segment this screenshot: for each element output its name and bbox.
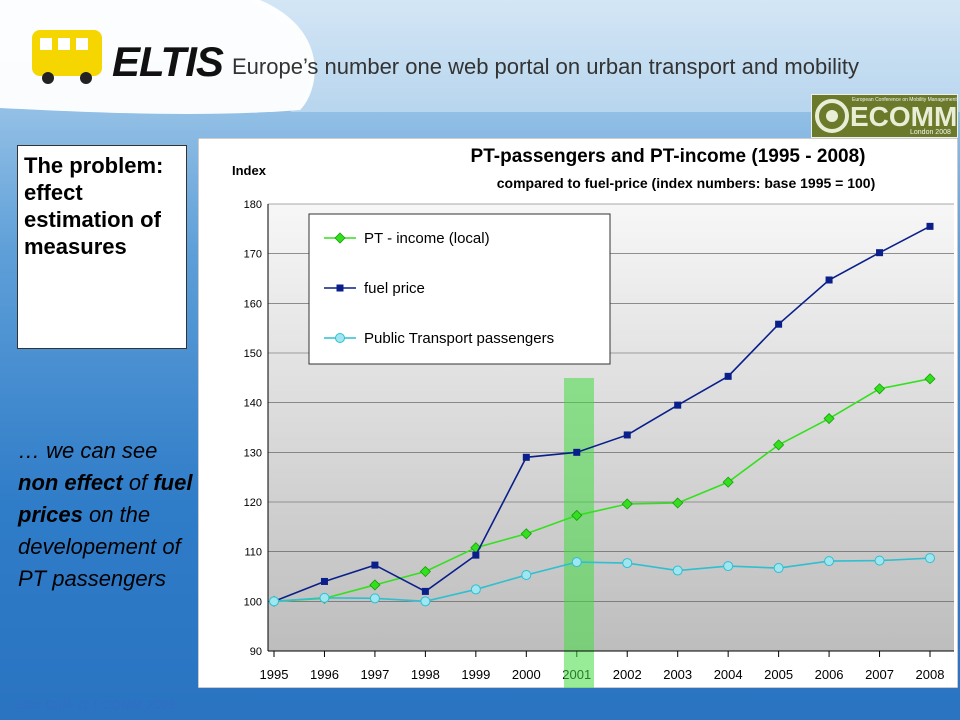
marker xyxy=(926,222,934,230)
x-tick-label: 1999 xyxy=(461,667,490,682)
marker xyxy=(269,596,279,607)
marker xyxy=(470,584,481,595)
badge-name: ECOMM xyxy=(850,101,958,132)
marker xyxy=(773,563,784,574)
chart-subtitle: compared to fuel-price (index numbers: b… xyxy=(497,175,876,191)
marker xyxy=(420,596,431,607)
y-tick-label: 100 xyxy=(244,596,262,608)
marker xyxy=(773,439,785,451)
marker xyxy=(571,557,582,568)
marker xyxy=(336,284,344,292)
note-segment: non effect xyxy=(18,470,123,495)
marker xyxy=(520,528,532,540)
marker xyxy=(369,593,380,604)
marker xyxy=(521,570,532,581)
y-tick-label: 110 xyxy=(244,547,262,559)
marker xyxy=(334,232,346,244)
x-tick-label: 2004 xyxy=(714,667,743,682)
marker xyxy=(623,431,631,439)
marker xyxy=(522,453,530,461)
marker xyxy=(924,373,936,385)
marker xyxy=(573,448,581,456)
x-tick-label: 2003 xyxy=(663,667,692,682)
marker xyxy=(421,587,429,595)
y-tick-label: 140 xyxy=(244,398,262,410)
badge-location: London 2008 xyxy=(910,129,951,136)
marker xyxy=(672,565,683,576)
legend xyxy=(308,213,611,365)
series-line xyxy=(273,378,931,603)
legend-label: Public Transport passengers xyxy=(364,330,554,347)
marker xyxy=(874,555,885,566)
series-line xyxy=(273,557,931,603)
footer: Eltis Café @ ECOMM 2009 xyxy=(14,697,176,712)
x-tick-label: 1996 xyxy=(310,667,339,682)
marker xyxy=(672,497,684,509)
y-tick-label: 150 xyxy=(244,348,262,360)
marker xyxy=(472,551,480,559)
x-tick-label: 1998 xyxy=(411,667,440,682)
marker xyxy=(335,333,345,343)
marker xyxy=(723,561,734,572)
x-tick-label: 2006 xyxy=(815,667,844,682)
marker xyxy=(724,372,732,380)
x-tick-label: 2007 xyxy=(865,667,894,682)
marker xyxy=(925,553,935,564)
y-tick-label: 180 xyxy=(244,199,262,211)
badge-icon xyxy=(815,99,849,133)
marker xyxy=(319,592,330,603)
legend-label: fuel price xyxy=(364,280,425,297)
marker xyxy=(622,558,633,569)
logo-text: ELTIS xyxy=(112,38,224,85)
legend-label: PT - income (local) xyxy=(364,230,490,247)
ecomm-badge: European Conference on Mobility Manageme… xyxy=(811,94,958,138)
marker xyxy=(674,401,682,409)
marker xyxy=(873,383,886,395)
y-tick-label: 160 xyxy=(244,298,262,310)
problem-box: The problem: effect estimation of measur… xyxy=(17,145,187,349)
marker xyxy=(825,276,833,284)
marker xyxy=(775,320,783,328)
chart: PT-passengers and PT-income (1995 - 2008… xyxy=(198,138,958,688)
bus-icon xyxy=(32,30,102,84)
marker xyxy=(571,509,583,521)
marker xyxy=(419,565,431,578)
x-tick-label: 2008 xyxy=(916,667,945,682)
x-tick-label: 1995 xyxy=(260,667,289,682)
y-tick-label: 120 xyxy=(244,497,262,509)
marker xyxy=(371,561,379,569)
marker xyxy=(823,412,835,425)
y-tick-label: 170 xyxy=(244,249,262,261)
x-tick-label: 2000 xyxy=(512,667,541,682)
x-tick-label: 2005 xyxy=(764,667,793,682)
marker xyxy=(320,577,328,585)
marker xyxy=(369,579,381,591)
series-line xyxy=(273,225,931,603)
marker xyxy=(621,498,633,510)
marker xyxy=(722,476,734,488)
note-segment: fuel prices xyxy=(18,470,193,527)
note-segment: … we can see xyxy=(18,438,158,463)
badge-subtitle: European Conference on Mobility Manageme… xyxy=(852,97,957,103)
y-axis-label: Index xyxy=(232,163,267,178)
x-tick-label: 1997 xyxy=(360,667,389,682)
tagline: Europe’s number one web portal on urban … xyxy=(232,54,859,79)
note-segment: of xyxy=(128,470,148,495)
y-tick-label: 130 xyxy=(244,447,262,459)
y-tick-label: 90 xyxy=(250,646,262,658)
marker xyxy=(876,249,884,257)
x-tick-label: 2002 xyxy=(613,667,642,682)
note: … we can see non effect of fuel prices o… xyxy=(18,435,198,595)
marker xyxy=(824,556,835,567)
note-segment: on the developement of PT passengers xyxy=(18,502,181,591)
header-swoosh xyxy=(0,0,960,114)
chart-title: PT-passengers and PT-income (1995 - 2008… xyxy=(471,146,866,167)
highlight-band xyxy=(564,378,594,688)
